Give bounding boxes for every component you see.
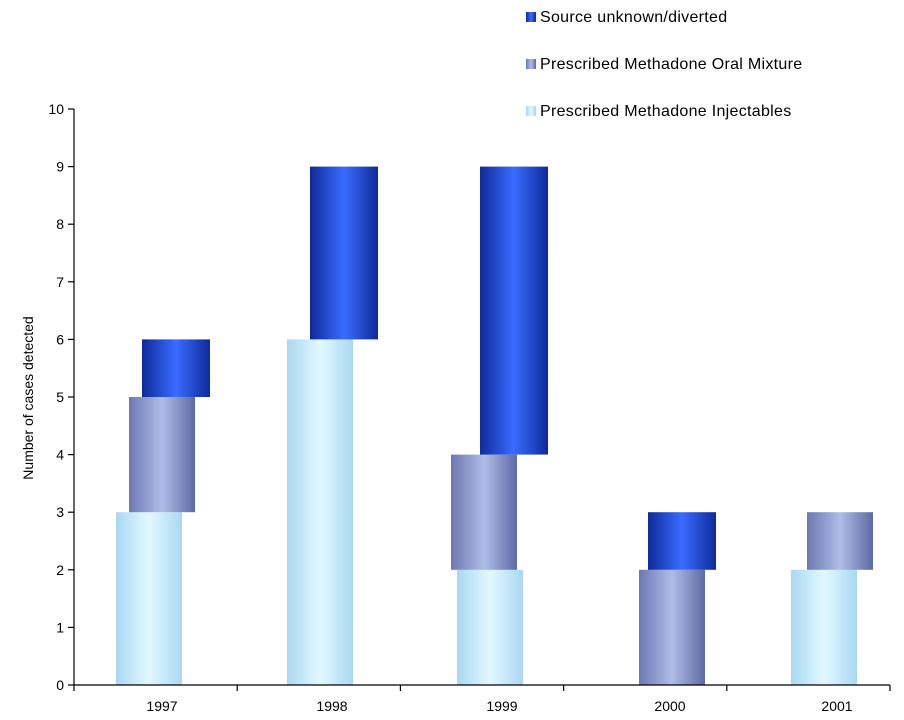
bar-oral-mixture-2001 — [807, 512, 873, 570]
bar-injectables-1997 — [116, 512, 182, 685]
bar-source-unknown-1997 — [142, 339, 210, 397]
legend-swatch-injectables — [526, 106, 536, 116]
legend-label-injectables: Prescribed Methadone Injectables — [540, 103, 792, 120]
bar-injectables-2001 — [791, 569, 857, 685]
bar-oral-mixture-1999 — [451, 454, 517, 570]
y-tick-label: 0 — [56, 677, 64, 693]
legend-item-injectables: Prescribed Methadone Injectables — [526, 103, 792, 120]
y-tick-label: 9 — [56, 159, 64, 175]
y-tick-label: 1 — [56, 619, 64, 635]
legend-item-source-unknown: Source unknown/diverted — [526, 9, 727, 26]
bar-injectables-1998 — [287, 339, 353, 685]
x-tick-label-2001: 2001 — [821, 698, 852, 714]
legend: Source unknown/diverted Prescribed Metha… — [526, 9, 802, 120]
x-tick-label-1999: 1999 — [486, 698, 517, 714]
legend-label-source-unknown: Source unknown/diverted — [540, 9, 727, 26]
y-tick-label: 6 — [56, 331, 64, 347]
bars — [116, 166, 873, 685]
plot-area: 0 1 2 3 4 5 6 7 8 9 10 1997 1998 1999 2000 2001 — [48, 101, 891, 714]
legend-swatch-oral-mixture — [526, 59, 536, 69]
legend-label-oral-mixture: Prescribed Methadone Oral Mixture — [540, 56, 802, 73]
x-tick-label-2000: 2000 — [654, 698, 685, 714]
bar-oral-mixture-1997 — [129, 397, 195, 513]
x-tick-label-1997: 1997 — [146, 698, 177, 714]
x-tick-label-1998: 1998 — [316, 698, 347, 714]
bar-source-unknown-1998 — [310, 166, 378, 340]
y-tick-label: 3 — [56, 504, 64, 520]
bar-source-unknown-1999 — [480, 166, 548, 455]
y-tick-label: 2 — [56, 562, 64, 578]
legend-item-oral-mixture: Prescribed Methadone Oral Mixture — [526, 56, 802, 73]
bar-injectables-1999 — [457, 569, 523, 685]
y-ticks: 0 1 2 3 4 5 6 7 8 9 10 — [48, 101, 74, 693]
x-ticks: 1997 1998 1999 2000 2001 — [73, 685, 891, 714]
y-tick-label: 5 — [56, 389, 64, 405]
y-tick-label: 7 — [56, 274, 64, 290]
y-axis-title: Number of cases detected — [20, 316, 36, 479]
y-tick-label: 10 — [48, 101, 64, 117]
bar-source-unknown-2000 — [648, 512, 716, 570]
y-tick-label: 4 — [56, 447, 64, 463]
y-tick-label: 8 — [56, 216, 64, 232]
bar-oral-mixture-2000 — [639, 569, 705, 685]
legend-swatch-source-unknown — [526, 12, 536, 22]
